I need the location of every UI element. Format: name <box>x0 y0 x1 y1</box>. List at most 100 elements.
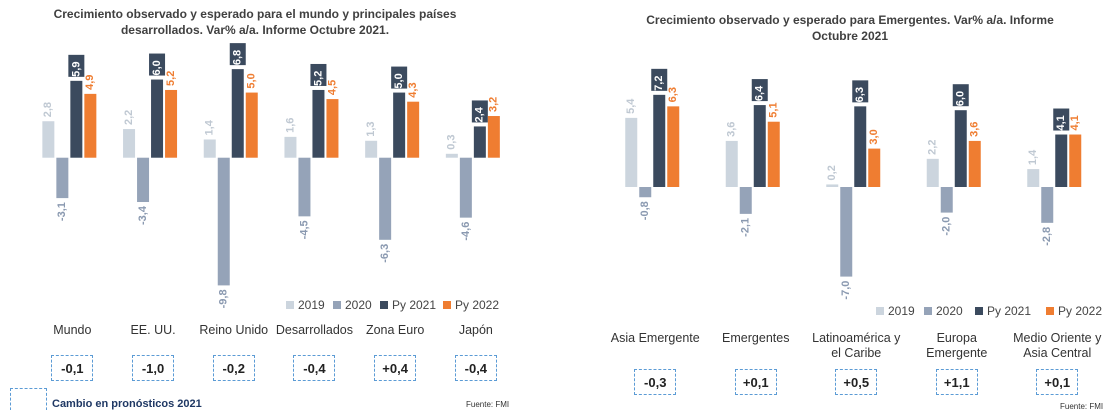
revision-note: Cambio en pronósticos 2021 <box>52 398 202 410</box>
bar <box>840 187 853 277</box>
legend-swatch <box>975 307 983 315</box>
bar <box>826 184 839 187</box>
value-label: -2,0 <box>941 217 953 236</box>
revision-box: +0,4 <box>374 355 417 381</box>
value-label: 2,4 <box>474 106 486 122</box>
label-box <box>952 84 969 107</box>
label-box <box>68 54 85 77</box>
legend-label: 2020 <box>345 298 372 312</box>
label-box <box>471 100 488 123</box>
value-label: 4,1 <box>1069 115 1081 130</box>
bar <box>639 187 652 198</box>
value-label: 4,3 <box>407 82 419 97</box>
bar <box>767 121 780 187</box>
label-box <box>1053 108 1070 131</box>
bar <box>926 158 939 187</box>
legend-label: 2019 <box>298 298 325 312</box>
legend-label: 2019 <box>888 304 915 318</box>
value-label: 6,3 <box>854 87 866 102</box>
value-label: 3,0 <box>868 129 880 144</box>
legend-label: Py 2021 <box>987 304 1032 318</box>
bar <box>653 94 666 187</box>
bar <box>753 105 766 187</box>
legend-item: 2019 <box>286 298 325 312</box>
value-label: 0,2 <box>826 165 838 180</box>
value-label: -9,8 <box>218 289 230 308</box>
bar <box>312 89 325 158</box>
chart-title: Crecimiento observado y esperado para Em… <box>646 13 1054 43</box>
bar <box>393 92 406 158</box>
bar <box>42 121 55 158</box>
value-label: 6,0 <box>955 91 967 106</box>
bar <box>1069 134 1082 187</box>
value-label: -4,5 <box>298 220 310 239</box>
legend-item: 2019 <box>876 304 915 318</box>
bar <box>725 140 738 187</box>
legend-item: Py 2022 <box>443 298 499 312</box>
value-label: 5,0 <box>246 73 258 88</box>
bar <box>365 140 378 158</box>
label-box <box>310 63 327 86</box>
value-label: 5,0 <box>393 73 405 88</box>
bar <box>407 101 420 158</box>
value-label: 1,3 <box>365 121 377 136</box>
x-tick-label: Asia Emergente <box>610 331 700 345</box>
x-tick-label: Europa Emergente <box>926 331 988 360</box>
bar <box>473 126 486 158</box>
value-label: 5,9 <box>70 62 82 77</box>
value-label: 6,8 <box>232 50 244 65</box>
bar <box>231 69 244 158</box>
x-tick-label: EE. UU. <box>130 323 176 337</box>
legend-swatch <box>876 307 884 315</box>
bar <box>298 157 311 217</box>
revision-box: -0,3 <box>634 369 677 395</box>
value-label: 6,4 <box>754 85 766 101</box>
bar <box>968 140 981 187</box>
value-label: 4,1 <box>1055 115 1067 130</box>
revision-box: -0,4 <box>293 355 336 381</box>
value-label: 5,2 <box>165 71 177 86</box>
bar <box>165 89 178 158</box>
x-tick-label: Desarrollados <box>275 323 353 337</box>
value-label: 4,5 <box>326 80 338 95</box>
note-box <box>10 388 47 410</box>
bar <box>123 129 136 158</box>
value-label: -3,1 <box>56 202 68 221</box>
legend-item: Py 2021 <box>380 298 436 312</box>
bar <box>137 157 150 203</box>
legend-swatch <box>443 301 451 309</box>
legend-label: Py 2022 <box>455 298 500 312</box>
value-label: 0,3 <box>446 135 458 150</box>
value-label: 3,6 <box>726 122 738 137</box>
bar <box>667 106 680 187</box>
value-label: 7,2 <box>653 76 665 91</box>
value-label: 5,1 <box>768 102 780 117</box>
legend-label: Py 2021 <box>392 298 437 312</box>
x-tick-label: Zona Euro <box>365 323 425 337</box>
bar <box>84 93 97 158</box>
revision-box: +0,1 <box>1036 369 1079 395</box>
legend-item: 2020 <box>924 304 963 318</box>
value-label: 2,8 <box>42 102 54 117</box>
value-label: 5,2 <box>312 71 324 86</box>
label-box <box>852 80 869 103</box>
bar <box>217 157 230 286</box>
bar <box>625 117 638 187</box>
bar <box>151 79 164 158</box>
value-label: 2,2 <box>123 110 135 125</box>
legend-label: Py 2022 <box>1058 304 1103 318</box>
x-tick-label: Medio Oriente y Asia Central <box>1013 331 1102 360</box>
bar <box>284 136 297 158</box>
legend-swatch <box>286 301 294 309</box>
source: Fuente: FMI <box>1060 402 1104 410</box>
value-label: 6,0 <box>151 60 163 75</box>
value-label: 1,4 <box>204 119 216 135</box>
x-tick-label: Emergentes <box>722 331 790 345</box>
revision-box: +1,1 <box>935 369 978 395</box>
legend-swatch <box>380 301 388 309</box>
value-label: 6,3 <box>667 87 679 102</box>
legend-swatch <box>333 301 341 309</box>
revision-box: -0,1 <box>51 355 94 381</box>
